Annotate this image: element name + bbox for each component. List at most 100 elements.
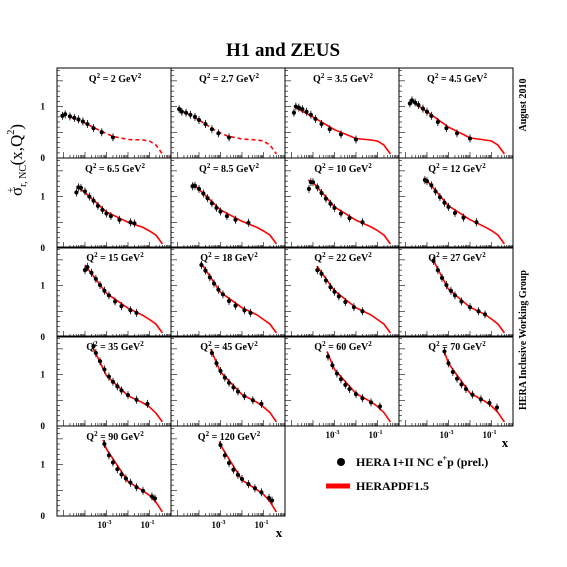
data-point xyxy=(461,215,466,220)
data-point xyxy=(291,110,297,115)
x-tick-label: 10-1 xyxy=(254,520,268,530)
data-point xyxy=(226,460,232,466)
data-point xyxy=(435,119,440,125)
fit-curve xyxy=(187,113,278,155)
data-point xyxy=(412,100,418,105)
data-point xyxy=(231,467,236,472)
data-point xyxy=(115,384,120,389)
data-point xyxy=(315,268,320,273)
data-point xyxy=(347,216,352,221)
data-point xyxy=(323,196,329,201)
data-point xyxy=(452,210,458,216)
y-axis-label-sub: r, NC xyxy=(18,165,29,187)
data-point xyxy=(231,385,236,390)
data-point xyxy=(470,392,475,397)
data-point xyxy=(102,441,107,447)
data-point xyxy=(183,110,189,115)
data-point xyxy=(201,191,206,196)
data-point xyxy=(435,268,440,273)
data-point xyxy=(429,113,434,118)
svg-text:σr, NC+(x,Q2): σr, NC+ (x,Q2) xyxy=(6,124,29,196)
data-point xyxy=(82,268,88,273)
data-point xyxy=(123,476,129,481)
data-point xyxy=(319,190,324,196)
data-point xyxy=(233,303,238,308)
data-point xyxy=(226,298,232,304)
panel-label: Q2 = 2.7 GeV2 xyxy=(199,72,259,85)
legend: HERA I+II NC e+p (prel.) HERAPDF1.5 xyxy=(326,454,488,493)
data-point xyxy=(420,106,426,111)
legend-fit-label: HERAPDF1.5 xyxy=(356,479,429,493)
data-point xyxy=(214,361,219,366)
data-point xyxy=(209,201,215,206)
data-point xyxy=(467,136,473,141)
data-point xyxy=(319,271,324,276)
data-point xyxy=(76,117,81,122)
data-point xyxy=(323,278,329,283)
panel-label: Q2 = 120 GeV2 xyxy=(198,430,261,443)
y-tick-label: 1 xyxy=(41,370,46,380)
panel-label: Q2 = 8.5 GeV2 xyxy=(199,162,259,175)
data-point xyxy=(74,190,79,195)
data-point xyxy=(474,220,479,225)
x-tick-label: 10-3 xyxy=(211,520,225,530)
x-tick-label: 10-3 xyxy=(439,430,453,440)
data-point xyxy=(494,405,500,410)
data-point xyxy=(266,495,272,501)
x-tick-label: 10-1 xyxy=(140,520,154,530)
data-point xyxy=(134,310,139,315)
data-point xyxy=(119,388,124,393)
data-point xyxy=(338,132,344,137)
data-point xyxy=(467,305,473,310)
data-point xyxy=(220,292,226,297)
data-point xyxy=(100,207,105,213)
data-point xyxy=(67,114,73,119)
data-point xyxy=(442,349,447,354)
data-point xyxy=(250,398,255,403)
data-point xyxy=(85,264,90,270)
data-point xyxy=(304,109,309,114)
data-point xyxy=(454,376,460,381)
data-point xyxy=(149,494,155,499)
data-point xyxy=(444,282,449,288)
data-point xyxy=(424,109,430,114)
data-point xyxy=(450,369,455,375)
data-point xyxy=(119,304,124,309)
panel-label: Q2 = 2 GeV2 xyxy=(89,72,142,85)
data-point xyxy=(87,194,92,199)
panel-q2-90: 0 1 10-3 10-1 Q2 = 90 GeV2 xyxy=(41,425,172,530)
data-point xyxy=(218,442,223,448)
data-point xyxy=(409,98,415,103)
data-point xyxy=(115,467,120,472)
data-point xyxy=(332,289,337,294)
data-point xyxy=(454,131,460,136)
data-point xyxy=(188,112,193,117)
panel-grid: 0 1 Q2 = 2 GeV2 Q2 = 2.7 GeV2 Q2 = 3.5 GeV2 Q… xyxy=(41,67,514,540)
x-tick-label: 10-1 xyxy=(368,430,382,440)
y-axis-label-sigma: σ xyxy=(7,187,26,196)
panel-label: Q2 = 18 GeV2 xyxy=(200,251,258,264)
panel-frame xyxy=(170,425,286,517)
data-point xyxy=(242,308,247,313)
y-tick-label: 1 xyxy=(41,192,46,202)
data-point xyxy=(336,294,341,299)
y-axis-label: σr, NC+ (x,Q2) xyxy=(6,124,29,196)
panel-q2-120: 10-3 10-1 Q2 = 120 GeV2 xyxy=(170,425,286,530)
data-point xyxy=(437,194,443,200)
x-tick-label: 10-3 xyxy=(97,520,111,530)
data-point xyxy=(97,282,103,288)
data-point xyxy=(310,180,316,185)
data-point xyxy=(353,137,359,142)
panel-frame xyxy=(398,157,514,249)
data-point xyxy=(478,397,483,402)
data-point xyxy=(128,308,133,313)
data-point xyxy=(463,386,469,392)
side-label-group: HERA Inclusive Working Group xyxy=(518,270,529,410)
data-point xyxy=(327,127,332,132)
data-point xyxy=(360,220,365,225)
data-point xyxy=(226,380,232,385)
panel-frame xyxy=(398,335,514,427)
data-point xyxy=(196,117,202,123)
data-point xyxy=(112,299,118,304)
